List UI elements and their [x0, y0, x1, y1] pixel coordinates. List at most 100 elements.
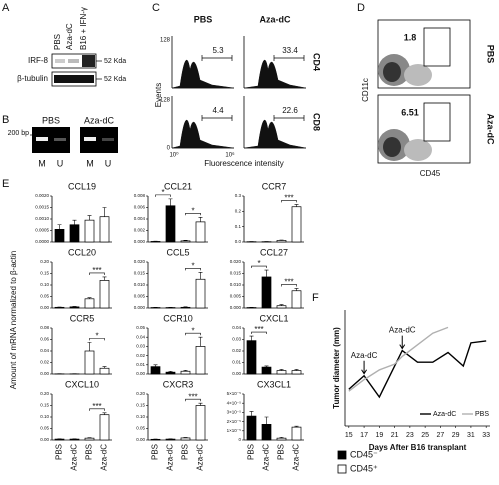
error-bar [264, 269, 269, 277]
y-tick-label: 0.15 [40, 403, 49, 408]
bar [150, 366, 161, 375]
error-bar [153, 364, 158, 367]
gate [423, 102, 451, 142]
bar [261, 366, 272, 375]
y-tick-label: 0.02 [136, 353, 145, 358]
y-tick-label: 0.020 [134, 259, 146, 264]
bar [99, 414, 110, 441]
error-bar [198, 272, 203, 280]
chart-title: CCL21 [164, 181, 192, 191]
error-bar [249, 411, 254, 417]
histogram [243, 59, 307, 89]
y-tick-label: 0.004 [134, 216, 146, 221]
error-bar [102, 366, 107, 369]
bar [180, 370, 191, 375]
y-tick-label: 0.0010 [35, 216, 49, 221]
y-tick-label: 0.1 [235, 224, 242, 229]
lane-label: U [105, 158, 112, 168]
chart-title: CCL27 [260, 247, 288, 257]
row-label: Aza-dC [486, 114, 496, 145]
bar [84, 298, 95, 309]
error-bar [294, 369, 299, 371]
density [404, 139, 432, 161]
axis-title: CD11c [361, 78, 370, 102]
y-tick-label: 0.3 [235, 193, 242, 198]
group-label: Aza-dC [84, 115, 115, 125]
marker-label: 52 Kda [104, 58, 126, 65]
legend-label: CD45⁺ [350, 463, 378, 473]
significance-label: *** [92, 402, 101, 411]
chart-title: CCL19 [68, 181, 96, 191]
y-tick-label: 1×10⁻⁵ [227, 428, 242, 433]
blot-band [54, 75, 94, 83]
significance-bracket [185, 398, 201, 402]
significance-bracket [281, 200, 297, 203]
legend-label: PBS [475, 411, 489, 418]
legend-swatch [337, 450, 347, 460]
y-tick-label: 0.20 [40, 259, 49, 264]
y-tick-label: 0.000 [134, 305, 146, 310]
bar [195, 278, 206, 309]
significance-label: * [161, 188, 164, 197]
y-tick-label: 0.10 [40, 414, 49, 419]
error-bar [183, 239, 188, 241]
y-tick-label: 5×10⁻⁵ [227, 391, 242, 396]
error-bar [264, 416, 269, 425]
y-tick-label: 0.08 [40, 325, 49, 330]
bar [291, 370, 302, 375]
x-tick-label: 17 [360, 432, 368, 439]
x-tick-label: 15 [345, 432, 353, 439]
significance-bracket [155, 194, 171, 197]
bar [99, 216, 110, 243]
y-tick-label: 0.006 [134, 205, 146, 210]
error-bar [279, 369, 284, 371]
gel-band [102, 138, 114, 141]
significance-bracket [89, 408, 105, 411]
blot-band [68, 59, 79, 63]
bar [291, 290, 302, 309]
axis-title: Days After B16 transplant [369, 443, 467, 452]
y-tick-label: 3×10⁻⁵ [227, 410, 242, 415]
y-tick-label: 4×10⁻⁵ [227, 400, 242, 405]
annotation-arrow [361, 360, 368, 375]
gate [423, 27, 451, 67]
y-tick-label: 0.00 [232, 371, 241, 376]
gate-percent: 6.51 [401, 107, 419, 117]
bar [150, 241, 161, 243]
axis-title: Tumor diameter (mm) [332, 327, 341, 409]
column-label: PBS [194, 14, 213, 24]
panel-label: F [312, 292, 319, 304]
bar [195, 405, 206, 441]
y-tick-label: 2×10⁻⁵ [227, 419, 242, 424]
significance-label: * [191, 206, 194, 215]
significance-label: * [95, 331, 98, 340]
x-tick-label: Aza-dC [196, 444, 205, 471]
error-bar [87, 342, 92, 351]
y-tick-label: 0.05 [40, 426, 49, 431]
axis-label: 10⁶ [225, 152, 235, 159]
error-bar [294, 204, 299, 207]
row-label: PBS [486, 45, 496, 64]
y-tick-label: 0.03 [136, 344, 145, 349]
chart-title: CXCR3 [163, 379, 194, 389]
error-bar [72, 219, 77, 225]
bar [99, 280, 110, 309]
error-bar [294, 288, 299, 291]
y-tick-label: 0.0005 [35, 228, 49, 233]
y-tick-label: 0 [238, 437, 241, 442]
error-bar [264, 365, 269, 368]
x-tick-label: 23 [406, 432, 414, 439]
x-tick-label: Aza-dC [166, 444, 175, 471]
column-label: Aza-dC [260, 14, 291, 24]
chart-title: CCR5 [70, 313, 95, 323]
x-tick-label: PBS [247, 444, 256, 460]
error-bar [294, 425, 299, 428]
error-bar [183, 370, 188, 372]
bar [54, 306, 65, 309]
y-tick-label: 0.05 [136, 325, 145, 330]
y-tick-label: 0.04 [40, 348, 49, 353]
gel-band [54, 138, 66, 141]
significance-label: *** [284, 194, 293, 203]
y-tick-label: 0.20 [136, 391, 145, 396]
significance-bracket [89, 272, 105, 275]
